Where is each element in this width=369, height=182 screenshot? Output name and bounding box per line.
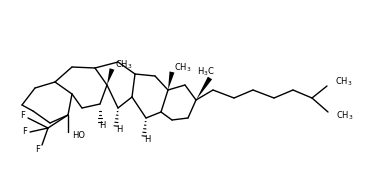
Text: CH$_3$: CH$_3$ — [335, 76, 352, 88]
Text: H: H — [99, 122, 105, 130]
Text: H: H — [116, 126, 122, 134]
Text: HO: HO — [72, 132, 85, 141]
Text: CH$_3$: CH$_3$ — [174, 62, 192, 74]
Text: H$_3$C: H$_3$C — [197, 66, 215, 78]
Text: F: F — [35, 145, 40, 153]
Text: F: F — [22, 128, 27, 136]
Text: CH$_3$: CH$_3$ — [336, 110, 354, 122]
Polygon shape — [196, 77, 212, 100]
Polygon shape — [107, 68, 114, 85]
Text: CH$_3$: CH$_3$ — [115, 59, 132, 71]
Polygon shape — [168, 72, 175, 90]
Text: F: F — [20, 110, 25, 120]
Text: H: H — [144, 136, 150, 145]
